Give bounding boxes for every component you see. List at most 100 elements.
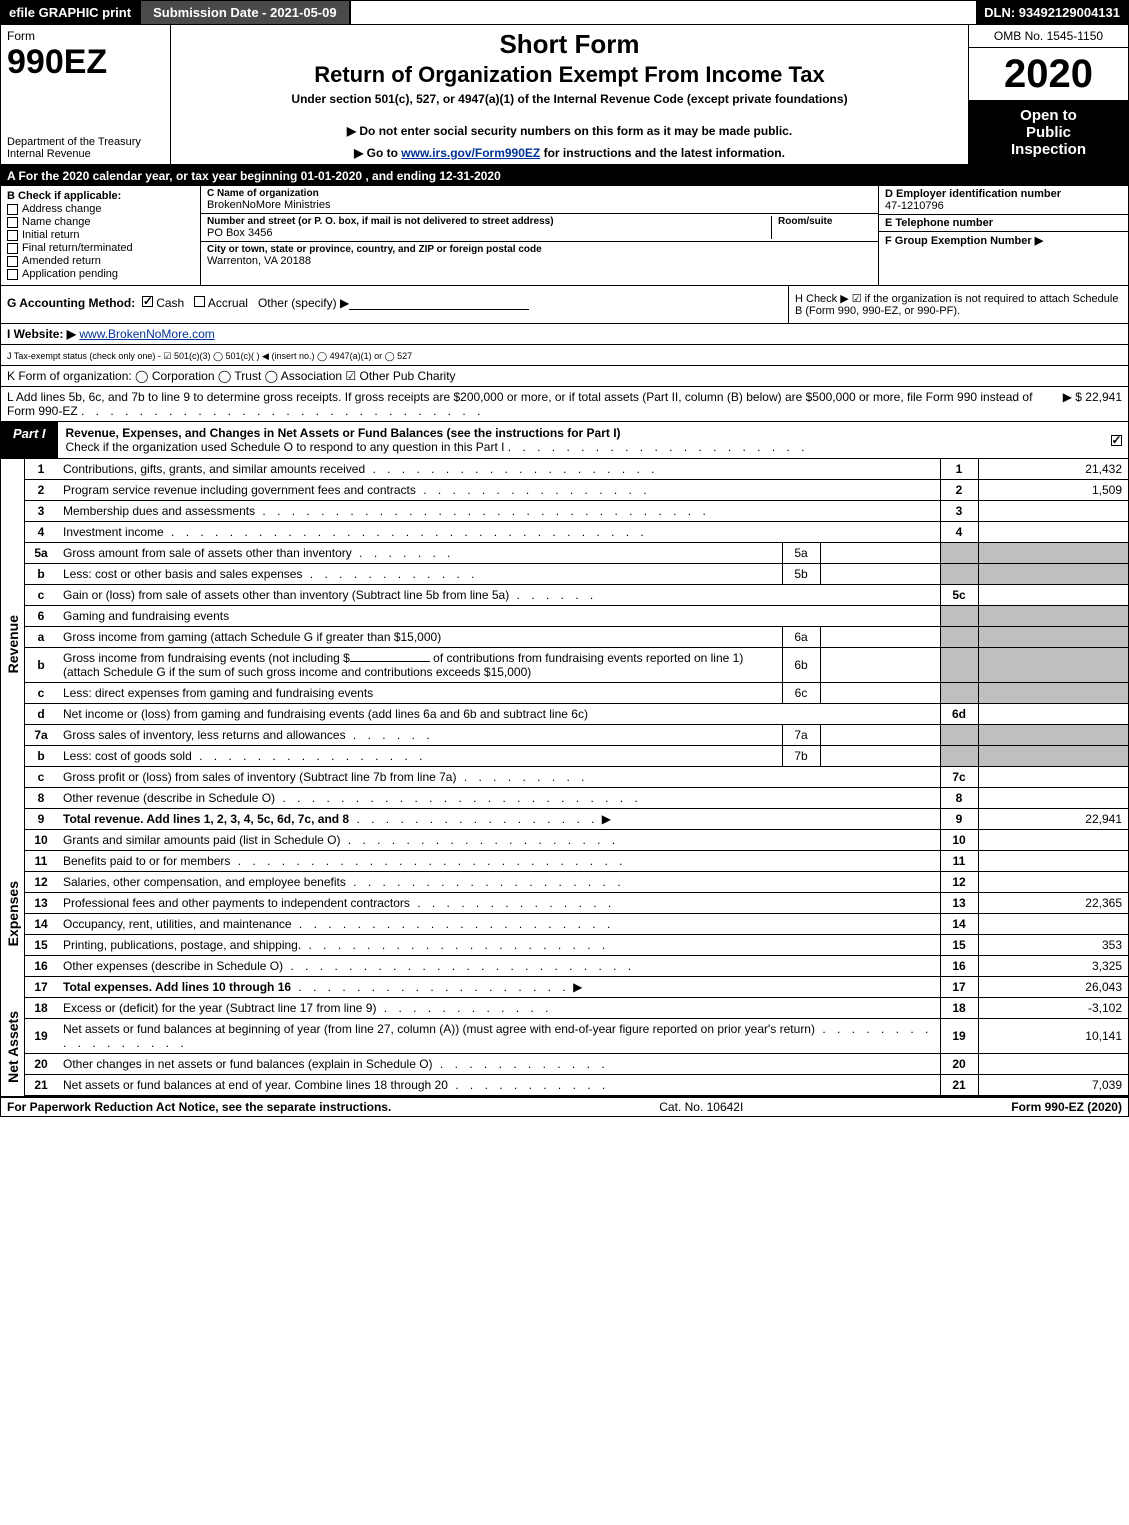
line-number: 4 bbox=[25, 522, 57, 543]
expenses-label-text: Expenses bbox=[3, 881, 23, 946]
checkbox-icon[interactable] bbox=[7, 243, 18, 254]
line-desc: Net assets or fund balances at end of ye… bbox=[63, 1078, 448, 1092]
goto-suffix: for instructions and the latest informat… bbox=[540, 146, 785, 160]
gray-cell bbox=[978, 746, 1128, 767]
gray-cell bbox=[940, 683, 978, 704]
checkbox-icon[interactable] bbox=[7, 230, 18, 241]
table-row: b Less: cost or other basis and sales ex… bbox=[25, 564, 1128, 585]
city-label: City or town, state or province, country… bbox=[207, 244, 872, 255]
line-number: 13 bbox=[25, 893, 57, 914]
table-row: c Less: direct expenses from gaming and … bbox=[25, 683, 1128, 704]
table-row: 18 Excess or (deficit) for the year (Sub… bbox=[25, 998, 1128, 1019]
line-desc: Gross amount from sale of assets other t… bbox=[63, 546, 352, 560]
return-title: Return of Organization Exempt From Incom… bbox=[179, 62, 960, 88]
telephone-label: E Telephone number bbox=[885, 217, 1122, 229]
dept-treasury: Department of the Treasury bbox=[7, 136, 164, 148]
efile-print-label[interactable]: efile GRAPHIC print bbox=[1, 1, 139, 24]
open-public-inspection: Open to Public Inspection bbox=[969, 101, 1128, 164]
line-value bbox=[978, 522, 1128, 543]
checkbox-icon[interactable] bbox=[7, 269, 18, 280]
chk-final-return[interactable]: Final return/terminated bbox=[7, 242, 194, 254]
table-row: 8 Other revenue (describe in Schedule O)… bbox=[25, 788, 1128, 809]
dots: . . . . . . . . . . . . . . . . . . . . … bbox=[508, 440, 809, 454]
line-ref: 18 bbox=[940, 998, 978, 1019]
row-a-tax-year: A For the 2020 calendar year, or tax yea… bbox=[0, 166, 1129, 186]
line-number: 11 bbox=[25, 851, 57, 872]
gray-cell bbox=[978, 606, 1128, 627]
line-value bbox=[978, 767, 1128, 788]
expenses-section: Expenses 10 Grants and similar amounts p… bbox=[0, 830, 1129, 998]
accounting-method: G Accounting Method: Cash Accrual Other … bbox=[1, 286, 788, 323]
netassets-section: Net Assets 18 Excess or (deficit) for th… bbox=[0, 998, 1129, 1096]
line-number: 21 bbox=[25, 1075, 57, 1096]
addr-label: Number and street (or P. O. box, if mail… bbox=[207, 216, 765, 227]
dln-label: DLN: 93492129004131 bbox=[976, 1, 1128, 24]
col-d-right-info: D Employer identification number 47-1210… bbox=[878, 186, 1128, 285]
line-number: 19 bbox=[25, 1019, 57, 1054]
goto-link[interactable]: www.irs.gov/Form990EZ bbox=[401, 146, 540, 160]
table-row: 1 Contributions, gifts, grants, and simi… bbox=[25, 459, 1128, 480]
chk-amended-return[interactable]: Amended return bbox=[7, 255, 194, 267]
line-number: 16 bbox=[25, 956, 57, 977]
line-desc: Less: cost of goods sold bbox=[63, 749, 192, 763]
chk-cash[interactable] bbox=[142, 296, 153, 307]
netassets-label-text: Net Assets bbox=[3, 1011, 23, 1083]
row-gh: G Accounting Method: Cash Accrual Other … bbox=[0, 286, 1129, 324]
chk-name-change[interactable]: Name change bbox=[7, 216, 194, 228]
line-ref: 11 bbox=[940, 851, 978, 872]
part1-checkbox[interactable] bbox=[1104, 422, 1128, 458]
omb-number: OMB No. 1545-1150 bbox=[969, 25, 1128, 48]
sub-value bbox=[820, 746, 940, 767]
checkbox-icon[interactable] bbox=[7, 204, 18, 215]
table-row: 13 Professional fees and other payments … bbox=[25, 893, 1128, 914]
line-number: 20 bbox=[25, 1054, 57, 1075]
chk-application-pending[interactable]: Application pending bbox=[7, 268, 194, 280]
gray-cell bbox=[940, 543, 978, 564]
line-desc: Contributions, gifts, grants, and simila… bbox=[63, 462, 365, 476]
line-number: 8 bbox=[25, 788, 57, 809]
other-specify-input[interactable] bbox=[349, 298, 529, 310]
other-label: Other (specify) ▶ bbox=[258, 296, 349, 310]
open-line1: Open to bbox=[973, 107, 1124, 124]
irs-label: Internal Revenue bbox=[7, 148, 164, 160]
checkbox-icon[interactable] bbox=[1111, 435, 1122, 446]
line-desc: Gross income from gaming (attach Schedul… bbox=[57, 627, 782, 648]
ein-value: 47-1210796 bbox=[885, 200, 1122, 212]
line-number: c bbox=[25, 767, 57, 788]
checkbox-icon[interactable] bbox=[7, 217, 18, 228]
gray-cell bbox=[940, 606, 978, 627]
sub-label: 6a bbox=[782, 627, 820, 648]
table-row: 20 Other changes in net assets or fund b… bbox=[25, 1054, 1128, 1075]
line-value bbox=[978, 704, 1128, 725]
line-value: 26,043 bbox=[978, 977, 1128, 998]
table-row: 14 Occupancy, rent, utilities, and maint… bbox=[25, 914, 1128, 935]
line-number: a bbox=[25, 627, 57, 648]
line-number: 18 bbox=[25, 998, 57, 1019]
website-link[interactable]: www.BrokenNoMore.com bbox=[79, 327, 214, 341]
accrual-label: Accrual bbox=[208, 296, 248, 310]
line-value: 22,941 bbox=[978, 809, 1128, 830]
chk-accrual[interactable] bbox=[194, 296, 205, 307]
contribution-amount-blank[interactable] bbox=[350, 661, 430, 662]
line-ref: 5c bbox=[940, 585, 978, 606]
chk-address-change[interactable]: Address change bbox=[7, 203, 194, 215]
org-name: BrokenNoMore Ministries bbox=[207, 199, 872, 211]
table-row: 7a Gross sales of inventory, less return… bbox=[25, 725, 1128, 746]
part1-title: Revenue, Expenses, and Changes in Net As… bbox=[66, 426, 621, 440]
line-desc: Salaries, other compensation, and employ… bbox=[63, 875, 346, 889]
table-row: c Gain or (loss) from sale of assets oth… bbox=[25, 585, 1128, 606]
part1-tag: Part I bbox=[1, 422, 58, 458]
gray-cell bbox=[978, 564, 1128, 585]
line-ref: 21 bbox=[940, 1075, 978, 1096]
table-row: 17 Total expenses. Add lines 10 through … bbox=[25, 977, 1128, 998]
part1-text: Revenue, Expenses, and Changes in Net As… bbox=[58, 422, 1104, 458]
line-number: 7a bbox=[25, 725, 57, 746]
sub-label: 6b bbox=[782, 648, 820, 683]
gray-cell bbox=[978, 683, 1128, 704]
l-amount: 22,941 bbox=[1085, 390, 1122, 404]
checkbox-icon[interactable] bbox=[7, 256, 18, 267]
footer-center: Cat. No. 10642I bbox=[659, 1100, 743, 1114]
j-text: J Tax-exempt status (check only one) - ☑… bbox=[7, 351, 412, 361]
line-number: 17 bbox=[25, 977, 57, 998]
chk-initial-return[interactable]: Initial return bbox=[7, 229, 194, 241]
